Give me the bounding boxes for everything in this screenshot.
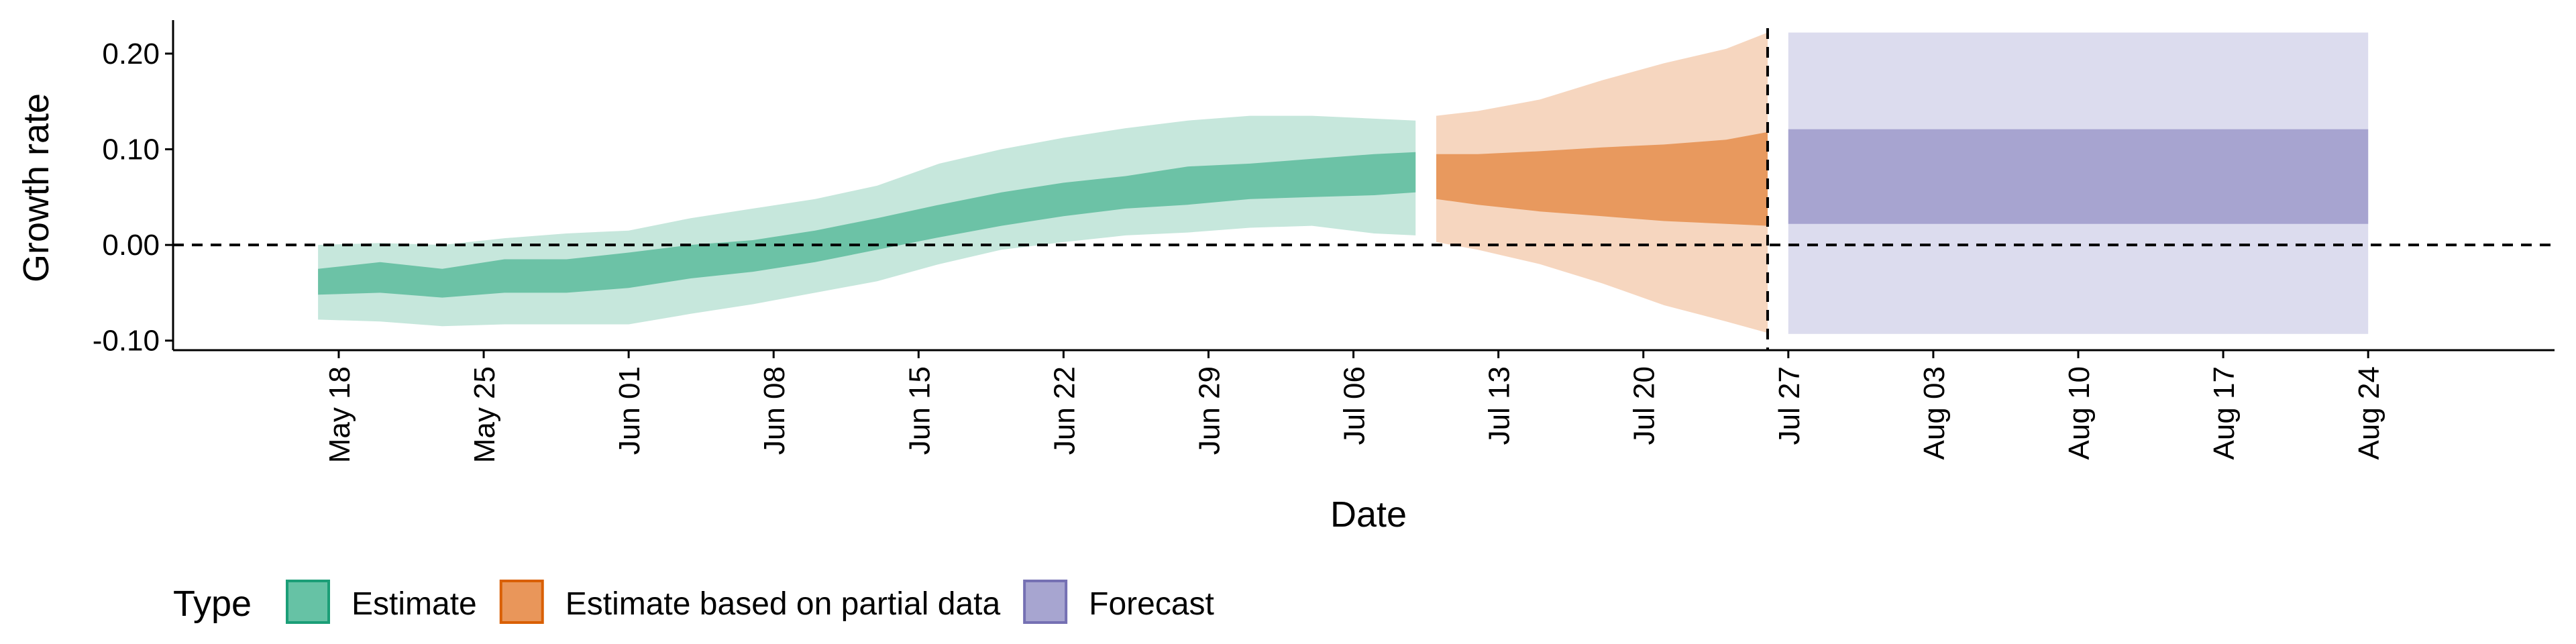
forecast-inner-band: [1788, 129, 2369, 224]
estimate-based-on-partial-data-inner-band: [1436, 131, 1768, 226]
legend-swatch-forecast: [1023, 580, 1068, 624]
legend-label-forecast: Forecast: [1089, 586, 1214, 622]
x-tick-label: Aug 17: [2208, 366, 2241, 460]
legend: Type Estimate Estimate based on partial da…: [173, 580, 1214, 624]
x-tick-label: May 18: [323, 366, 356, 463]
x-axis-title: Date: [1330, 494, 1407, 535]
x-tick-label: Jun 22: [1048, 366, 1081, 455]
x-tick-label: Jul 27: [1773, 366, 1806, 445]
x-tick-label: Aug 10: [2063, 366, 2096, 460]
plot-bands: [318, 32, 2369, 334]
x-tick-label: Jul 06: [1338, 366, 1371, 445]
x-tick-label: Aug 24: [2353, 366, 2385, 460]
legend-label-estimate: Estimate: [352, 586, 477, 622]
y-tick-label: 0.10: [102, 133, 160, 166]
estimate-inner-band: [318, 152, 1416, 298]
legend-label-estimate-based-on-partial-data: Estimate based on partial data: [566, 586, 1001, 622]
axes: -0.10 0.00 0.10 0.20 May 18 May 25 Jun 01 Jun 0…: [93, 20, 2555, 463]
x-tick-label: Aug 03: [1918, 366, 1951, 460]
x-tick-label: Jul 20: [1628, 366, 1661, 445]
x-tick-label: Jul 13: [1483, 366, 1516, 445]
y-tick-label: 0.20: [102, 38, 160, 70]
x-tick-label: Jun 01: [613, 366, 646, 455]
legend-swatch-estimate: [286, 580, 330, 624]
legend-swatch-estimate-based-on-partial-data: [499, 580, 544, 624]
x-tick-label: Jun 29: [1193, 366, 1226, 455]
x-tick-label: Jun 15: [903, 366, 936, 455]
legend-title: Type: [173, 584, 252, 624]
y-axis-title: Growth rate: [16, 93, 56, 282]
x-tick-label: May 25: [468, 366, 501, 463]
reference-lines: [173, 28, 2555, 350]
y-tick-label: 0.00: [102, 229, 160, 262]
x-tick-label: Jun 08: [758, 366, 791, 455]
y-tick-label: -0.10: [93, 325, 160, 358]
